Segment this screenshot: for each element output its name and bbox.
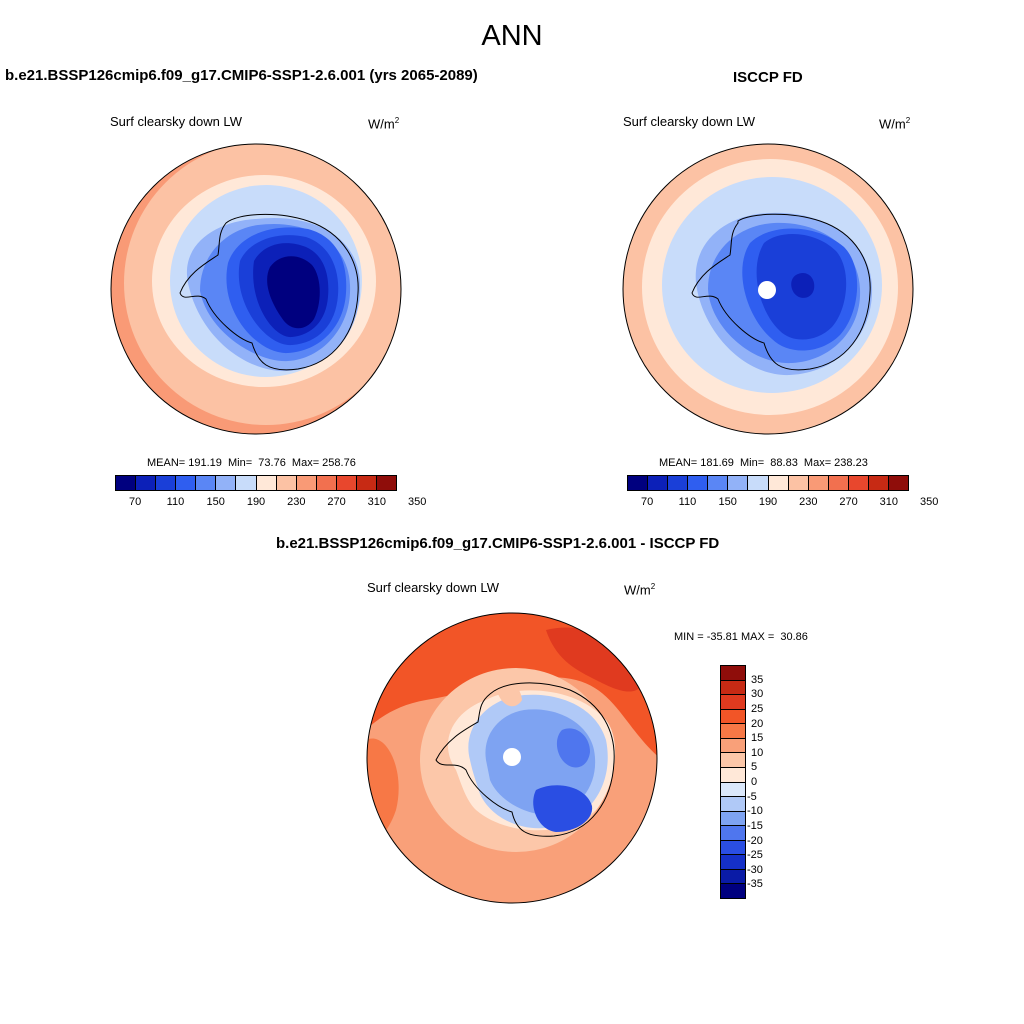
panel2-colorbar-tick-label: 190 — [758, 496, 778, 508]
panel2-colorbar-tick-label: 70 — [641, 496, 654, 508]
panel3-colorbar-tick-label: -20 — [747, 834, 763, 847]
panel2-colorbar-tick-label: 230 — [799, 496, 818, 508]
panel3-colorbar-tick-label: -30 — [747, 863, 763, 876]
panel2-colorbar-swatch — [889, 476, 909, 490]
panel3-colorbar-tick-label: 25 — [751, 702, 764, 715]
panel2-colorbar-tick-label: 270 — [839, 496, 858, 508]
panel3-colorbar-tick-label: -15 — [747, 819, 763, 832]
panel2-colorbar-swatch — [868, 476, 890, 490]
panel3-colorbar-swatch — [721, 695, 745, 710]
panel3-difference-map — [366, 612, 658, 904]
panel3-units: W/m2 — [624, 582, 656, 598]
panel1-colorbar-swatch — [316, 476, 337, 490]
panel3-colorbar-tick-label: 0 — [751, 776, 758, 788]
panel2-colorbar-swatch — [628, 476, 649, 490]
panel1-colorbar-swatch — [216, 476, 237, 490]
panel3-stats: MIN = -35.81 MAX = 30.86 — [674, 631, 808, 643]
panel3-colorbar-swatch — [721, 811, 745, 827]
panel2-colorbar-swatch — [788, 476, 809, 490]
panel1-colorbar-swatch — [236, 476, 257, 490]
panel1-colorbar-tick-label: 270 — [327, 496, 346, 508]
panel3-colorbar-tick-label: 15 — [751, 732, 764, 745]
panel2-polar-map — [622, 143, 914, 435]
panel2-colorbar-swatch — [808, 476, 829, 490]
panel2-colorbar — [627, 475, 909, 491]
panel2-colorbar-swatch — [848, 476, 869, 490]
panel1-title: b.e21.BSSP126cmip6.f09_g17.CMIP6-SSP1-2.… — [5, 67, 478, 84]
panel3-title: b.e21.BSSP126cmip6.f09_g17.CMIP6-SSP1-2.… — [276, 535, 720, 552]
panel3-colorbar-swatch — [721, 738, 745, 754]
panel2-colorbar-swatch — [668, 476, 689, 490]
panel3-colorbar-swatch — [721, 782, 745, 798]
panel3-colorbar-swatch — [721, 884, 745, 898]
panel2-title: ISCCP FD — [733, 69, 803, 86]
panel3-colorbar-tick-label: -35 — [747, 878, 763, 891]
panel3-variable-label: Surf clearsky down LW — [367, 580, 499, 595]
panel3-colorbar-tick-label: 5 — [751, 761, 758, 774]
panel3-colorbar-swatch — [721, 724, 745, 739]
panel2-colorbar-swatch — [688, 476, 709, 490]
panel1-colorbar-swatch — [176, 476, 197, 490]
panel1-colorbar-tick-label: 350 — [407, 496, 427, 508]
panel1-colorbar-swatch — [196, 476, 217, 490]
panel2-colorbar-swatch — [748, 476, 769, 490]
panel2-colorbar-swatch — [728, 476, 749, 490]
panel1-colorbar-swatch — [116, 476, 137, 490]
panel3-colorbar-tick-label: 20 — [751, 717, 764, 730]
panel1-colorbar-swatch — [377, 476, 397, 490]
panel2-colorbar-tick-label: 310 — [879, 496, 899, 508]
panel1-colorbar-swatch — [136, 476, 157, 490]
panel3-colorbar-swatch — [721, 797, 745, 812]
panel2-colorbar-swatch — [768, 476, 789, 490]
panel1-polar-map — [110, 143, 402, 435]
panel3-colorbar-swatch — [721, 709, 745, 725]
panel3-colorbar-tick-label: 30 — [751, 688, 764, 701]
panel2-stats: MEAN= 181.69 Min= 88.83 Max= 238.23 — [659, 457, 868, 469]
panel2-colorbar-tick-label: 110 — [678, 496, 697, 508]
panel1-colorbar-swatch — [256, 476, 277, 490]
panel1-colorbar-swatch — [356, 476, 378, 490]
panel3-colorbar-tick-label: 10 — [751, 746, 764, 759]
panel3-colorbar — [720, 665, 746, 899]
panel2-units: W/m2 — [879, 116, 911, 132]
panel1-colorbar-swatch — [276, 476, 297, 490]
panel3-colorbar-swatch — [721, 826, 745, 841]
panel3-colorbar-ticks: 35 30 25 20 15 10 5 0 -5 -10 -15 -20 -25 -30 -35 — [747, 665, 791, 899]
panel2-colorbar-swatch — [648, 476, 669, 490]
panel3-colorbar-swatch — [721, 840, 745, 856]
panel3-colorbar-swatch — [721, 666, 745, 681]
panel1-colorbar-ticks: 70 110 150 190 230 270 310 350 — [115, 496, 426, 510]
panel3-colorbar-swatch — [721, 680, 745, 696]
panel2-colorbar-swatch — [828, 476, 849, 490]
panel1-colorbar-tick-label: 230 — [287, 496, 306, 508]
panel1-colorbar-tick-label: 150 — [206, 496, 225, 508]
panel1-colorbar-swatch — [156, 476, 177, 490]
panel3-colorbar-tick-label: -25 — [747, 849, 763, 862]
panel1-colorbar — [115, 475, 397, 491]
panel1-colorbar-tick-label: 310 — [367, 496, 387, 508]
panel3-colorbar-tick-label: -5 — [747, 790, 757, 803]
panel1-colorbar-tick-label: 110 — [166, 496, 185, 508]
panel1-colorbar-swatch — [296, 476, 317, 490]
panel1-colorbar-tick-label: 190 — [246, 496, 266, 508]
panel1-units: W/m2 — [368, 116, 400, 132]
panel2-colorbar-ticks: 70 110 150 190 230 270 310 350 — [627, 496, 938, 510]
panel3-colorbar-swatch — [721, 767, 745, 783]
panel2-colorbar-tick-label: 150 — [718, 496, 737, 508]
figure-title: ANN — [481, 20, 543, 52]
panel3-colorbar-swatch — [721, 753, 745, 768]
panel3-colorbar-tick-label: 35 — [751, 673, 764, 686]
panel3-colorbar-tick-label: -10 — [747, 805, 763, 818]
panel2-variable-label: Surf clearsky down LW — [623, 114, 755, 129]
panel1-variable-label: Surf clearsky down LW — [110, 114, 242, 129]
panel2-colorbar-tick-label: 350 — [919, 496, 939, 508]
panel2-colorbar-swatch — [708, 476, 729, 490]
panel1-stats: MEAN= 191.19 Min= 73.76 Max= 258.76 — [147, 457, 356, 469]
panel1-colorbar-tick-label: 70 — [129, 496, 142, 508]
panel1-colorbar-swatch — [336, 476, 357, 490]
panel3-colorbar-swatch — [721, 869, 745, 885]
panel3-colorbar-swatch — [721, 855, 745, 870]
